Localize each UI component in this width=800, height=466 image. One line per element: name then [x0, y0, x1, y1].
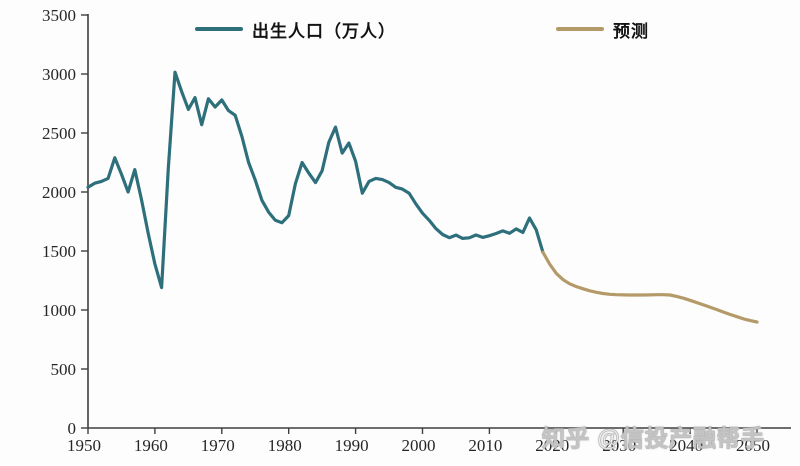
x-axis-tick-label: 2040	[669, 436, 703, 455]
legend-item-birth-population: 出生人口（万人）	[195, 19, 396, 41]
x-axis-tick-label: 1970	[201, 436, 235, 455]
legend-line-birth-population	[195, 27, 243, 31]
legend-label-birth-population: 出生人口（万人）	[252, 21, 396, 41]
x-axis-tick-label: 2030	[602, 436, 636, 455]
x-axis-tick-label: 1990	[335, 436, 369, 455]
y-axis-tick-label: 1500	[42, 242, 76, 261]
legend-item-forecast: 预测	[556, 19, 649, 41]
x-axis-tick-label: 2010	[468, 436, 502, 455]
series-birth-population-line	[86, 70, 545, 290]
y-axis-tick-label: 2500	[42, 124, 76, 143]
x-axis-tick-label: 2000	[402, 436, 436, 455]
y-axis-tick-label: 1000	[42, 301, 76, 320]
x-axis-tick-label: 1950	[67, 436, 101, 455]
y-axis-tick-label: 2000	[42, 183, 76, 202]
y-axis-tick-label: 3000	[42, 65, 76, 84]
x-axis-tick-label: 2020	[535, 436, 569, 455]
x-axis-tick-label: 2050	[736, 436, 770, 455]
x-axis-tick-label: 1980	[268, 436, 302, 455]
x-axis-tick-label: 1960	[134, 436, 168, 455]
y-axis-tick-label: 0	[68, 419, 77, 438]
legend-label-forecast: 预测	[613, 21, 649, 41]
y-axis-tick-label: 500	[51, 360, 77, 379]
legend-line-forecast	[556, 27, 604, 31]
series-forecast-line	[541, 250, 759, 324]
y-axis-tick-label: 3500	[42, 6, 76, 25]
